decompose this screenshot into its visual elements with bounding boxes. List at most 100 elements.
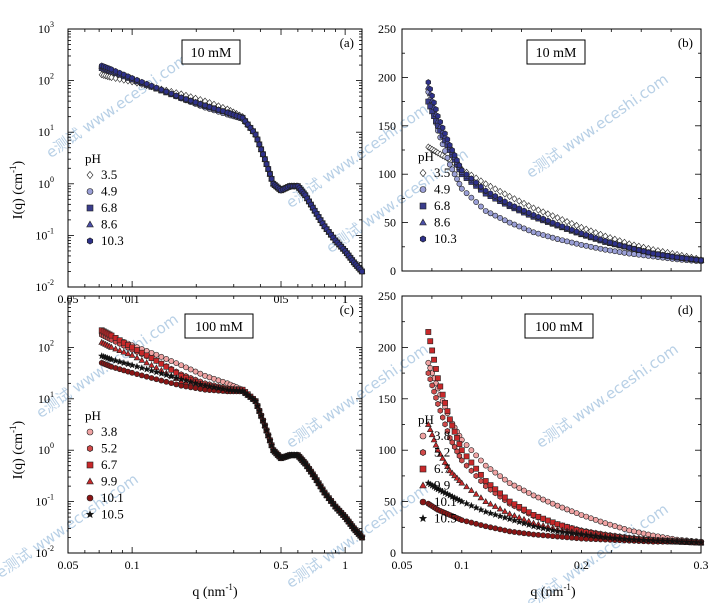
data-point xyxy=(451,428,458,435)
panel-b: 0 50 100 150 200 250 (b) 10 mM pH3.5 4.96.8 8.610.… xyxy=(378,22,705,278)
data-point xyxy=(255,407,264,415)
data-point xyxy=(663,537,672,545)
data-point xyxy=(559,237,566,244)
data-point xyxy=(192,368,199,375)
data-point xyxy=(117,69,123,76)
data-point xyxy=(654,536,662,545)
data-point xyxy=(530,211,537,218)
data-point xyxy=(138,372,145,379)
data-point xyxy=(692,538,700,546)
data-point xyxy=(163,363,170,370)
data-point xyxy=(553,527,562,535)
data-point xyxy=(178,382,185,389)
data-point xyxy=(158,353,165,360)
legend-marker xyxy=(86,237,94,245)
data-point xyxy=(449,439,455,446)
data-point xyxy=(196,380,205,388)
data-point xyxy=(477,494,485,501)
data-point xyxy=(138,349,145,356)
data-point xyxy=(511,501,518,508)
data-point xyxy=(456,441,463,447)
data-point xyxy=(487,482,494,489)
data-point xyxy=(607,239,613,246)
data-point xyxy=(491,502,499,509)
data-point xyxy=(112,68,119,75)
data-point xyxy=(111,356,120,364)
data-point xyxy=(427,85,433,93)
concentration-label: 100 mM xyxy=(195,320,243,335)
panel-d: 0.05 0.1 0.2 0.3 0 50 100 150 200 250 (d) 100 mM pH3… xyxy=(378,289,709,572)
data-point xyxy=(211,105,217,112)
data-point xyxy=(468,447,475,454)
data-point xyxy=(478,522,484,528)
data-point xyxy=(473,199,480,205)
data-point xyxy=(144,80,150,87)
legend-marker xyxy=(419,449,427,456)
legend-entry: 4.9 xyxy=(434,182,450,197)
data-point xyxy=(510,516,519,524)
series-d-10.5 xyxy=(424,479,705,546)
data-point xyxy=(482,462,489,469)
data-point xyxy=(535,230,542,237)
data-point xyxy=(463,483,470,490)
data-point xyxy=(429,92,435,99)
data-point xyxy=(545,532,551,539)
legend-title: pH xyxy=(418,412,434,427)
data-point xyxy=(458,517,465,524)
data-point xyxy=(433,394,439,401)
data-point xyxy=(530,531,537,538)
data-point xyxy=(573,221,580,230)
data-point xyxy=(539,524,547,532)
data-point xyxy=(312,476,321,484)
y-tick-label: 250 xyxy=(378,289,396,303)
data-point xyxy=(549,234,556,241)
data-point xyxy=(157,369,166,377)
data-point xyxy=(688,256,695,263)
data-point xyxy=(182,376,190,384)
watermark-text: e测试 www.eceshi.com xyxy=(43,50,192,162)
data-point xyxy=(429,347,436,354)
data-point xyxy=(477,505,485,514)
data-point xyxy=(259,416,267,424)
data-point xyxy=(168,90,174,97)
legend-entry: 6.8 xyxy=(101,200,117,215)
data-point xyxy=(487,210,494,217)
series-c-9.9 xyxy=(98,338,366,540)
data-point xyxy=(425,370,431,377)
data-point xyxy=(607,521,614,528)
data-point xyxy=(462,499,471,507)
data-point xyxy=(435,400,441,408)
data-point xyxy=(502,198,508,205)
legend-marker xyxy=(86,188,94,195)
y-tick-label: 10-1 xyxy=(35,226,54,242)
panels-layer: 0.05 0.1 0.5 1 10-2 10-1 100 101 102 103 (a) 10 mM p… xyxy=(35,20,708,572)
data-point xyxy=(530,492,537,499)
y-tick-label: 101 xyxy=(38,390,54,406)
data-point xyxy=(569,226,575,233)
data-point xyxy=(506,192,513,201)
data-point xyxy=(201,381,209,389)
series-b-10.3 xyxy=(425,79,704,264)
data-point xyxy=(511,482,518,489)
data-point xyxy=(434,375,441,382)
data-point xyxy=(602,246,609,253)
data-point xyxy=(468,467,475,474)
legend-entry: 3.8 xyxy=(101,424,117,439)
data-point xyxy=(540,515,547,522)
data-point xyxy=(187,366,194,373)
data-point xyxy=(432,441,440,448)
data-point xyxy=(133,362,141,370)
data-point xyxy=(188,97,194,104)
data-point xyxy=(441,458,449,465)
data-point xyxy=(582,531,590,539)
data-point xyxy=(264,431,272,439)
data-point xyxy=(152,368,161,376)
x-axis-title-left-main: q (nm xyxy=(192,585,225,600)
data-point xyxy=(635,536,643,544)
data-point xyxy=(458,185,465,192)
data-point xyxy=(501,217,508,224)
legend-entry: 5.2 xyxy=(434,445,450,460)
data-point xyxy=(559,223,565,230)
data-point xyxy=(501,513,509,521)
data-point xyxy=(158,377,165,384)
